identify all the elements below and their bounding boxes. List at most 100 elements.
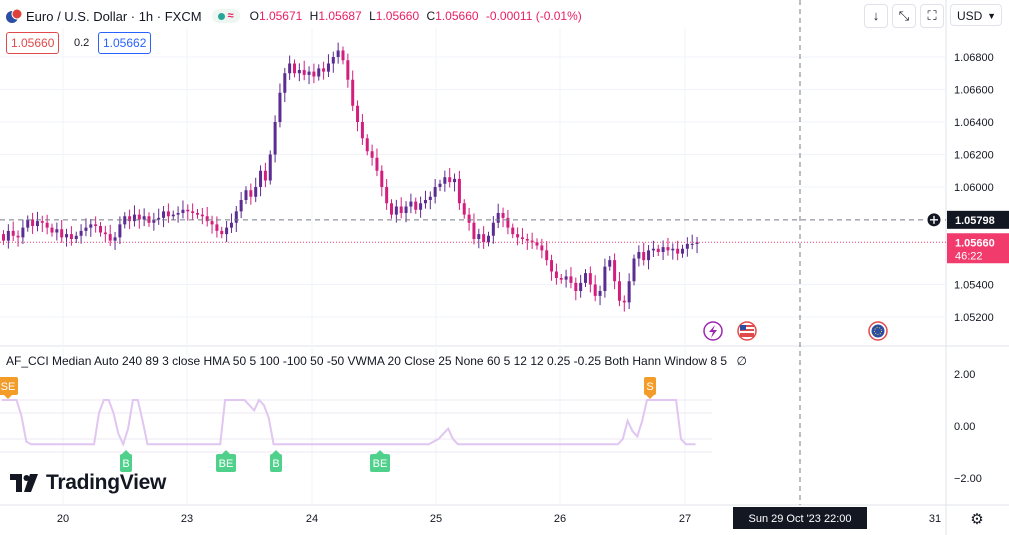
candle-body: [511, 227, 515, 235]
candle: [584, 269, 587, 287]
candle-body: [651, 248, 655, 251]
candle: [35, 211, 39, 232]
candle-body: [448, 177, 452, 183]
candle: [428, 191, 432, 210]
fullscreen-button[interactable]: ⛶: [920, 4, 944, 28]
candle-body: [263, 170, 267, 181]
market-status-badge[interactable]: ≈: [211, 9, 240, 23]
lightning-event-icon[interactable]: [703, 321, 723, 341]
candle: [31, 212, 35, 234]
time-tick-label: 23: [181, 513, 193, 525]
candle: [60, 219, 64, 243]
candle: [535, 238, 539, 250]
candle-body: [661, 247, 665, 252]
eur-usd-flag-icon: [6, 8, 22, 23]
candle: [220, 226, 224, 239]
tradingview-logo[interactable]: TradingView: [10, 471, 166, 495]
candle-body: [613, 260, 617, 282]
signal-marker-0[interactable]: SE: [0, 377, 18, 399]
signal-marker-1[interactable]: B: [120, 450, 132, 472]
candle: [453, 173, 457, 192]
candle-body: [79, 230, 83, 236]
candle-body: [365, 138, 369, 152]
collapse-button[interactable]: ⤡: [892, 4, 916, 28]
candle-body: [360, 122, 364, 139]
crosshair-add-icon[interactable]: [926, 212, 942, 228]
candle-body: [574, 282, 578, 291]
candle-body: [433, 187, 437, 197]
indicator-legend-value: ∅: [736, 354, 747, 368]
candle: [520, 228, 524, 245]
candle: [695, 236, 699, 254]
signal-marker-label: S: [646, 381, 653, 393]
candle: [559, 273, 563, 284]
candle-body: [60, 229, 64, 238]
ohlc-values: O1.05671 H1.05687 L1.05660 C1.05660 -0.0…: [250, 9, 586, 23]
candle-body: [443, 177, 447, 184]
signal-marker-2[interactable]: BE: [216, 450, 236, 472]
add-icon-plus: [930, 215, 938, 224]
candle-body: [84, 227, 88, 231]
currency-select[interactable]: USD ▼: [950, 4, 1002, 26]
ohlc-high-value: 1.05687: [318, 9, 362, 23]
candle-body: [205, 216, 209, 222]
candle-body: [681, 248, 684, 254]
candle: [569, 267, 573, 289]
candle: [171, 210, 175, 221]
eu-flag-event-icon[interactable]: [868, 321, 888, 341]
candle-body: [307, 71, 311, 75]
eu-flag-stars: [874, 327, 882, 335]
candle-body: [74, 235, 78, 239]
candle: [525, 233, 529, 250]
candle-body: [380, 170, 384, 187]
last-price-label: 1.05660: [955, 237, 995, 249]
candle: [346, 53, 350, 88]
signal-marker-4[interactable]: BE: [370, 450, 390, 472]
buy-price-button[interactable]: 1.05662: [98, 32, 152, 54]
candle: [181, 200, 185, 219]
candle: [50, 223, 54, 237]
time-tick-label: 20: [57, 513, 69, 525]
candle: [69, 226, 73, 246]
candle-body: [6, 230, 10, 241]
oscillator-line: [2, 398, 696, 447]
candle-body: [176, 213, 180, 215]
candle-body: [239, 200, 243, 212]
candle: [530, 232, 534, 249]
candle-body: [142, 216, 146, 220]
candle: [166, 203, 170, 223]
crosshair-price-label: 1.05798: [955, 215, 995, 227]
candle-body: [399, 206, 403, 213]
candle: [506, 209, 510, 235]
signal-marker-5[interactable]: S: [644, 377, 656, 399]
candle: [118, 216, 122, 245]
currency-label: USD: [957, 9, 983, 23]
symbol-title[interactable]: Euro / U.S. Dollar · 1h · FXCM: [26, 8, 202, 24]
ohlc-open-label: O: [249, 9, 259, 23]
sell-price-button[interactable]: 1.05660: [6, 32, 60, 54]
candle-body: [453, 178, 457, 183]
candle-body: [128, 216, 132, 222]
candle-body: [501, 213, 505, 218]
us-flag-event-icon[interactable]: [737, 321, 757, 341]
signal-marker-3[interactable]: B: [270, 450, 282, 472]
candle: [516, 227, 520, 246]
candle-body: [21, 227, 25, 238]
arrow-down-button[interactable]: ↓: [864, 4, 888, 28]
indicator-legend[interactable]: AF_CCI Median Auto 240 89 3 close HMA 50…: [6, 354, 747, 368]
signal-marker-pointer: [272, 450, 280, 454]
candle: [74, 231, 78, 244]
candle: [191, 203, 195, 220]
candle: [438, 179, 442, 192]
candle: [205, 206, 209, 227]
candle: [370, 144, 374, 166]
candle: [152, 212, 156, 231]
spread-value: 0.2: [74, 37, 90, 49]
settings-gear-icon[interactable]: ⚙: [970, 511, 984, 528]
candlestick-series: [2, 42, 699, 312]
candle-body: [26, 219, 30, 228]
time-tick-label: 31: [929, 513, 941, 525]
candle-body: [617, 281, 621, 301]
candle-body: [336, 50, 340, 57]
